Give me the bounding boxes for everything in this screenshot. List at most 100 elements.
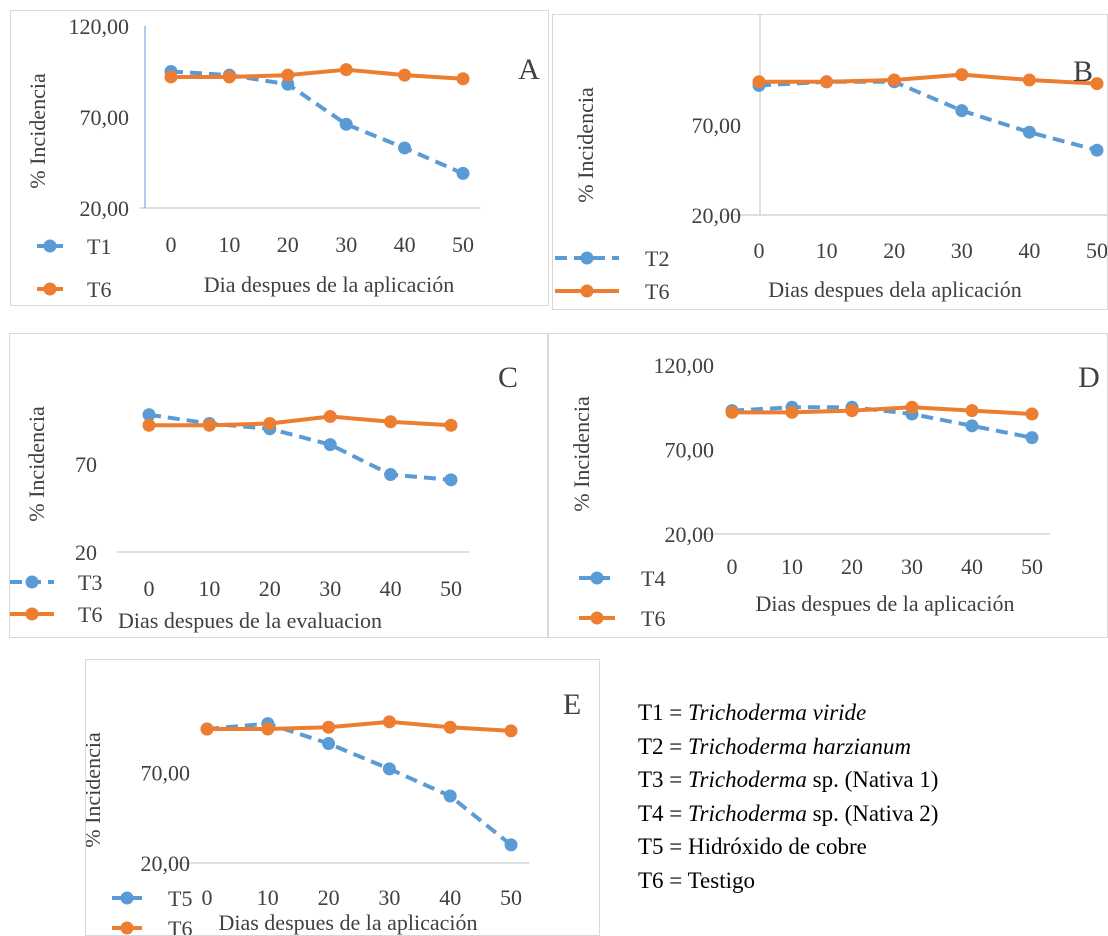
series-line-t3 <box>148 412 452 482</box>
data-point-t6 <box>263 417 277 431</box>
data-point-t6 <box>398 68 412 82</box>
legend-marker-t1 <box>43 239 57 253</box>
y-tick-label: 20,00 <box>692 203 742 228</box>
x-tick-label: 30 <box>901 554 923 579</box>
legend-marker-t6 <box>120 921 134 935</box>
x-tick-label: 40 <box>1018 238 1040 263</box>
data-point-t6 <box>504 724 518 738</box>
y-tick-label: 120,00 <box>654 353 715 378</box>
data-point-t6 <box>1090 77 1104 91</box>
y-tick-label: 70,00 <box>141 761 191 786</box>
chart-panel-e: 20,00 70,00 0 10 20 30 40 50 E % Incidencia Dias d… <box>85 659 600 936</box>
x-tick-label: 50 <box>500 885 522 910</box>
legend-marker-t6 <box>590 611 604 625</box>
x-axis-title: Dias despues dela aplicación <box>768 277 1022 302</box>
data-point-t6 <box>955 68 969 82</box>
data-point-t6 <box>752 75 766 89</box>
x-tick-label: 0 <box>166 232 177 257</box>
chart-panel-a: 20,00 70,00 120,00 0 10 20 30 40 50 A % Incidencia… <box>10 10 549 306</box>
chart-svg-e: 20,00 70,00 0 10 20 30 40 50 E % Incidencia Dias d… <box>86 688 581 935</box>
y-tick-label: 20 <box>75 540 97 565</box>
series-line-t6 <box>732 405 1033 417</box>
x-axis-title: Dias despues de la aplicación <box>755 591 1014 616</box>
legend-marker-t6 <box>580 284 594 298</box>
data-point-t6 <box>845 404 859 418</box>
data-point-t3 <box>444 473 458 487</box>
y-tick-label: 70 <box>75 452 97 477</box>
y-axis-label: % Incidencia <box>569 396 594 512</box>
y-tick-label: 70,00 <box>692 113 742 138</box>
data-point-t1 <box>398 141 412 155</box>
data-point-t6 <box>1025 407 1039 421</box>
chart-svg-a: 20,00 70,00 120,00 0 10 20 30 40 50 A % Incidencia… <box>25 14 540 302</box>
x-tick-label: 50 <box>1021 554 1043 579</box>
series-line-t2 <box>758 79 1098 153</box>
key-line-t2: T2 = Trichoderma harzianum <box>638 733 912 759</box>
series-line-t6 <box>759 72 1098 86</box>
series-line-t5 <box>206 721 513 847</box>
data-point-t4 <box>1025 431 1039 445</box>
y-axis-label: % Incidencia <box>86 732 105 848</box>
panel-letter: D <box>1078 361 1100 394</box>
y-axis-label: % Incidencia <box>573 87 598 203</box>
x-tick-label: 0 <box>727 554 738 579</box>
panel-letter: C <box>498 361 518 394</box>
data-point-t6 <box>142 418 156 432</box>
data-point-t6 <box>382 715 396 729</box>
legend-label-t5: T5 <box>168 886 192 911</box>
chart-panel-d: 20,00 70,00 120,00 0 10 20 30 40 50 D % Incidencia… <box>548 333 1108 638</box>
x-tick-label: 30 <box>378 885 400 910</box>
data-point-t5 <box>504 838 518 852</box>
x-tick-label: 30 <box>319 576 341 601</box>
x-tick-label: 0 <box>202 885 213 910</box>
x-tick-label: 40 <box>380 576 402 601</box>
data-point-t3 <box>384 468 398 482</box>
key-line-t6: T6 = Testigo <box>638 867 755 893</box>
data-point-t6 <box>443 720 457 734</box>
legend-label-t4: T4 <box>641 566 665 591</box>
data-point-t1 <box>456 166 470 180</box>
x-axis-title: Dia despues de la aplicación <box>204 272 454 297</box>
data-point-t6 <box>1022 73 1036 87</box>
legend-label-t6: T6 <box>87 277 111 302</box>
legend-marker-t2 <box>580 251 594 265</box>
x-tick-label: 0 <box>754 238 765 263</box>
panel-letter: B <box>1073 55 1093 88</box>
panel-letter: A <box>518 53 540 86</box>
y-tick-label: 20,00 <box>80 196 130 221</box>
data-point-t6 <box>785 405 799 419</box>
legend-label-t6: T6 <box>78 602 102 627</box>
data-point-t6 <box>965 404 979 418</box>
data-point-t6 <box>322 720 336 734</box>
x-tick-label: 50 <box>440 576 462 601</box>
x-axis-title: Dias despues de la aplicación <box>218 910 477 935</box>
y-axis-label: % Incidencia <box>24 406 49 522</box>
chart-svg-d: 20,00 70,00 120,00 0 10 20 30 40 50 D % Incidencia… <box>569 353 1100 631</box>
series-line-t4 <box>731 405 1033 440</box>
chart-svg-c: 20 70 0 10 20 30 40 50 C % Incidencia Dias despues… <box>10 361 518 633</box>
data-point-t5 <box>322 737 336 751</box>
x-axis-title: Dias despues de la evaluacion <box>118 608 382 633</box>
x-tick-label: 40 <box>394 232 416 257</box>
x-tick-label: 50 <box>1086 238 1108 263</box>
series-line-t6 <box>149 414 452 428</box>
data-point-t2 <box>955 104 969 118</box>
data-point-t6 <box>200 722 214 736</box>
legend-marker-t6 <box>43 282 57 296</box>
data-point-t6 <box>281 68 295 82</box>
chart-panel-b: 20,00 70,00 0 10 20 30 40 50 B % Incidencia Dias d… <box>552 14 1108 310</box>
x-tick-label: 50 <box>452 232 474 257</box>
x-tick-label: 10 <box>218 232 240 257</box>
data-point-t6 <box>339 63 353 77</box>
data-point-t3 <box>142 408 156 422</box>
legend-label-t3: T3 <box>78 570 102 595</box>
x-tick-label: 40 <box>961 554 983 579</box>
legend-marker-t3 <box>25 575 39 589</box>
y-axis-label: % Incidencia <box>25 73 50 189</box>
y-tick-label: 120,00 <box>69 14 130 39</box>
series-line-t6 <box>207 719 512 733</box>
key-line-t4: T4 = Trichoderma sp. (Nativa 2) <box>638 800 939 826</box>
x-tick-label: 20 <box>318 885 340 910</box>
data-point-t4 <box>965 419 979 433</box>
x-tick-label: 10 <box>198 576 220 601</box>
